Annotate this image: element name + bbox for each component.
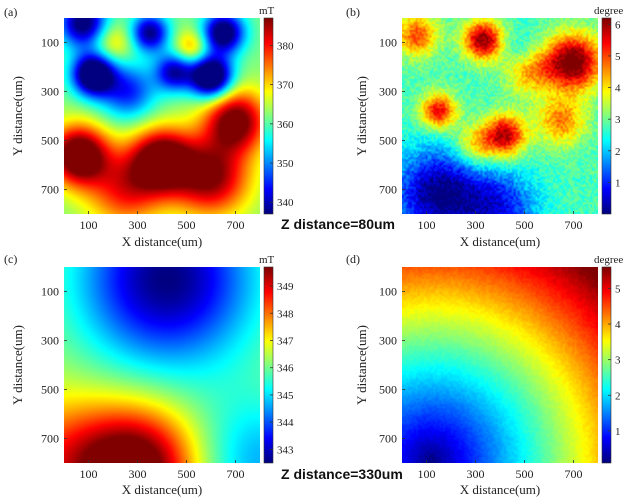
x-tick-label: 700	[565, 467, 583, 481]
y-axis-label: Y distance(um)	[354, 76, 369, 156]
x-tick-label: 100	[80, 218, 98, 232]
colorbar-tick-label: 5	[615, 283, 621, 295]
x-tick-label: 500	[516, 218, 534, 232]
colorbar-tick-label: 370	[277, 80, 294, 92]
y-axis-label: Y distance(um)	[354, 325, 369, 405]
colorbar-tick-label: 340	[277, 197, 294, 209]
colorbar-tick-label: 4	[615, 319, 621, 331]
colorbar-tick-label: 349	[277, 281, 294, 293]
panel-a: (a) 100 300 500 700 100 300 500 700 X distance(um…	[4, 5, 294, 249]
heatmap-image	[64, 18, 260, 214]
y-tick-label: 100	[379, 36, 397, 50]
x-tick-label: 300	[467, 467, 485, 481]
colorbar-tick-label: 4	[615, 83, 621, 95]
x-tick-label: 100	[418, 218, 436, 232]
panel-label: (b)	[346, 5, 360, 19]
heatmap-image	[402, 267, 598, 463]
panel-c: (c) 100 300 500 700 100 300 500 700 X distance(um…	[4, 252, 294, 497]
x-axis-label: X distance(um)	[460, 234, 541, 249]
x-tick-label: 300	[129, 218, 147, 232]
x-tick-label: 500	[178, 467, 196, 481]
x-tick-label: 700	[565, 218, 583, 232]
colorbar-tick-label: 343	[277, 444, 294, 456]
colorbar-tick-label: 1	[615, 177, 621, 189]
colorbar-tick-label: 3	[615, 355, 621, 367]
x-axis-label: X distance(um)	[122, 482, 203, 497]
x-axis-label: X distance(um)	[122, 234, 203, 249]
colorbar-tick-label: 360	[277, 119, 294, 131]
colorbar-tick-label: 347	[277, 336, 294, 348]
colorbar-tick-label: 350	[277, 158, 294, 170]
x-tick-label: 700	[227, 467, 245, 481]
y-axis-label: Y distance(um)	[10, 76, 25, 156]
colorbar-tick-label: 2	[615, 146, 621, 158]
colorbar	[602, 267, 611, 463]
panel-label: (a)	[4, 5, 17, 19]
x-axis-label: X distance(um)	[460, 482, 541, 497]
colorbar-tick-label: 1	[615, 426, 621, 438]
panel-d: (d) 100 300 500 700 100 300 500 700 X distance(um…	[346, 252, 623, 497]
colorbar-frame	[263, 266, 274, 464]
x-tick-label: 100	[418, 467, 436, 481]
colorbar-unit: mT	[259, 254, 275, 266]
colorbar-frame	[601, 17, 612, 215]
panel-label: (c)	[4, 252, 17, 266]
y-axis-label: Y distance(um)	[10, 325, 25, 405]
colorbar-unit: mT	[259, 5, 275, 17]
colorbar	[264, 18, 273, 214]
colorbar-tick-label: 348	[277, 308, 294, 320]
x-tick-label: 100	[80, 467, 98, 481]
y-tick-label: 100	[41, 36, 59, 50]
colorbar	[602, 18, 611, 214]
colorbar-unit: degree	[594, 5, 623, 17]
y-tick-label: 100	[41, 285, 59, 299]
x-tick-label: 300	[129, 467, 147, 481]
colorbar-tick-label: 3	[615, 114, 621, 126]
x-tick-label: 300	[467, 218, 485, 232]
panel-b: (b) 100 300 500 700 100 300 500 700 X distance(um…	[346, 5, 623, 249]
y-tick-label: 700	[41, 183, 59, 197]
y-tick-label: 300	[41, 85, 59, 99]
panel-label: (d)	[346, 252, 360, 266]
y-tick-label: 700	[41, 432, 59, 446]
colorbar-tick-label: 346	[277, 363, 294, 375]
y-tick-label: 100	[379, 285, 397, 299]
colorbar-tick-label: 345	[277, 390, 294, 402]
z-distance-caption: Z distance=80um	[281, 216, 395, 232]
colorbar-frame	[601, 266, 612, 464]
y-tick-label: 500	[379, 134, 397, 148]
y-tick-label: 500	[379, 383, 397, 397]
y-tick-label: 300	[379, 334, 397, 348]
y-tick-label: 500	[41, 383, 59, 397]
x-tick-label: 500	[178, 218, 196, 232]
y-tick-label: 500	[41, 134, 59, 148]
y-tick-label: 300	[41, 334, 59, 348]
colorbar	[264, 267, 273, 463]
heatmap-image	[64, 267, 260, 463]
colorbar-tick-label: 344	[277, 417, 294, 429]
y-tick-label: 300	[379, 85, 397, 99]
colorbar-unit: degree	[594, 254, 623, 266]
y-tick-label: 700	[379, 183, 397, 197]
colorbar-tick-label: 6	[615, 19, 621, 31]
x-tick-label: 700	[227, 218, 245, 232]
colorbar-tick-label: 380	[277, 40, 294, 52]
z-distance-caption: Z distance=330um	[281, 466, 403, 482]
y-tick-label: 700	[379, 432, 397, 446]
colorbar-frame	[263, 17, 274, 215]
heatmap-image	[402, 18, 598, 214]
colorbar-tick-label: 2	[615, 390, 621, 402]
colorbar-tick-label: 5	[615, 51, 621, 63]
x-tick-label: 500	[516, 467, 534, 481]
